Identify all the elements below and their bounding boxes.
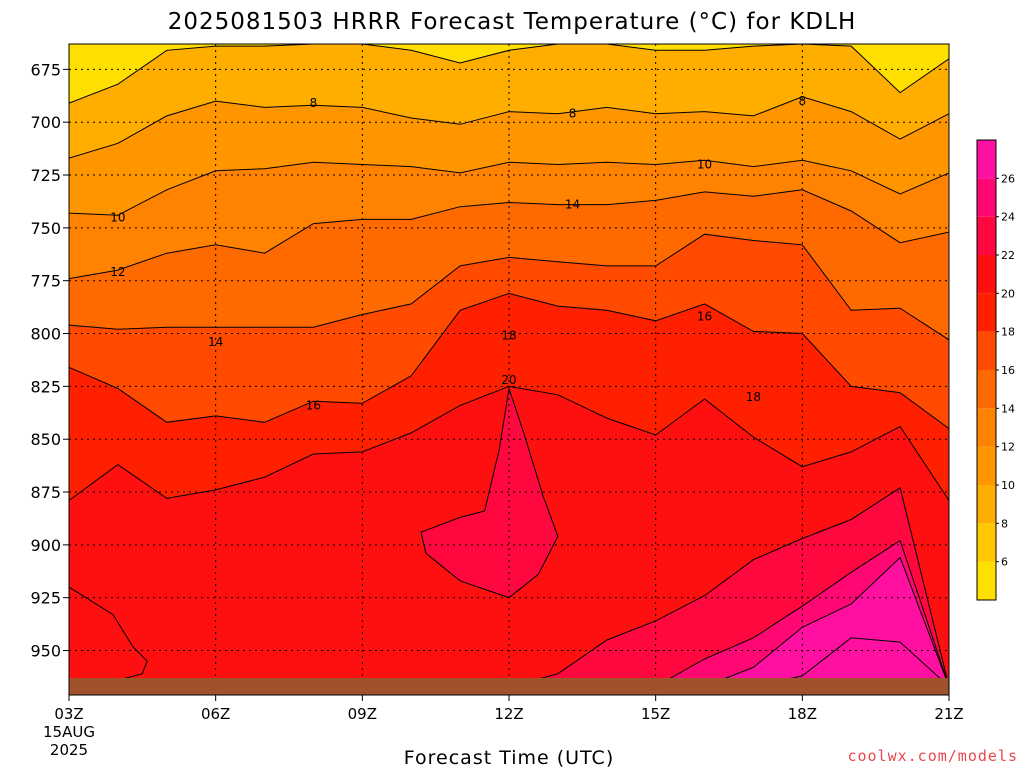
colorbar-swatch bbox=[977, 178, 996, 217]
colorbar-label: 12 bbox=[1001, 441, 1015, 454]
colorbar-label: 10 bbox=[1001, 479, 1015, 492]
contour-label: 12 bbox=[110, 265, 125, 279]
x-tick-label: 03Z bbox=[54, 705, 83, 723]
contour-label: 8 bbox=[310, 96, 318, 110]
colorbar-swatch bbox=[977, 561, 996, 600]
plot-area bbox=[69, 44, 949, 695]
colorbar-swatch bbox=[977, 140, 996, 179]
x-tick-label: 21Z bbox=[934, 705, 963, 723]
fill-region-20 bbox=[69, 587, 148, 687]
contour-label: 14 bbox=[565, 198, 580, 212]
y-tick-label: 700 bbox=[30, 113, 61, 132]
contour-label: 14 bbox=[208, 335, 223, 349]
colorbar-swatch bbox=[977, 331, 996, 370]
contour-label: 18 bbox=[501, 329, 516, 343]
colorbar-label: 20 bbox=[1001, 287, 1015, 300]
contour-labels: 8 8 8 10 10 12 14 14 16 16 18 18 20 bbox=[110, 94, 806, 412]
colorbar-label: 14 bbox=[1001, 402, 1015, 415]
contour-18 bbox=[69, 292, 949, 430]
contour-closed-22 bbox=[420, 388, 559, 599]
x-tick-label: 06Z bbox=[201, 705, 230, 723]
contour-8 bbox=[69, 44, 949, 104]
y-tick-label: 750 bbox=[30, 219, 61, 238]
x-tick-label: 09Z bbox=[348, 705, 377, 723]
colorbar-swatch bbox=[977, 370, 996, 409]
colorbar-label: 18 bbox=[1001, 326, 1015, 339]
colorbar-label: 22 bbox=[1001, 249, 1015, 262]
contour-26 bbox=[704, 556, 949, 687]
y-tick-label: 725 bbox=[30, 166, 61, 185]
y-tick-label: 800 bbox=[30, 325, 61, 344]
colorbar-label: 26 bbox=[1001, 172, 1015, 185]
contour-14 bbox=[69, 189, 949, 280]
contour-12 bbox=[69, 159, 949, 216]
colorbar-label: 6 bbox=[1001, 556, 1008, 569]
contour-20 bbox=[69, 385, 949, 501]
y-tick-label: 875 bbox=[30, 483, 61, 502]
contour-label: 10 bbox=[110, 210, 125, 224]
x-tick-label: 12Z bbox=[494, 705, 523, 723]
colorbar-swatch bbox=[977, 485, 996, 524]
colorbar-swatch bbox=[977, 408, 996, 447]
y-tick-label: 900 bbox=[30, 536, 61, 555]
terrain-band bbox=[69, 678, 949, 695]
y-tick-label: 950 bbox=[30, 642, 61, 661]
x-date-label: 2025 bbox=[50, 741, 88, 759]
contour-10 bbox=[69, 96, 949, 159]
colorbar-swatch bbox=[977, 216, 996, 255]
credit-text: coolwx.com/models bbox=[847, 747, 1018, 765]
contour-label: 10 bbox=[697, 157, 712, 171]
y-tick-label: 850 bbox=[30, 430, 61, 449]
colorbar-swatch bbox=[977, 523, 996, 562]
colorbar-swatch bbox=[977, 293, 996, 332]
contour-fills bbox=[69, 44, 949, 695]
colorbar-label: 16 bbox=[1001, 364, 1015, 377]
contour-24 bbox=[655, 539, 949, 687]
fill-band-22 bbox=[69, 487, 949, 695]
contour-label: 16 bbox=[697, 310, 712, 324]
x-axis-title: Forecast Time (UTC) bbox=[404, 747, 614, 768]
x-tick-label: 15Z bbox=[641, 705, 670, 723]
fill-region-22 bbox=[421, 388, 558, 598]
colorbar-label: 8 bbox=[1001, 517, 1008, 530]
x-tick-label: 18Z bbox=[788, 705, 817, 723]
colorbar-swatch bbox=[977, 446, 996, 485]
x-date-label: 15AUG bbox=[43, 723, 95, 741]
colorbar-swatch bbox=[977, 255, 996, 294]
y-axis: 675 700 725 750 775 800 825 850 875 900 925 950 bbox=[30, 60, 69, 661]
y-tick-label: 925 bbox=[30, 589, 61, 608]
y-tick-label: 775 bbox=[30, 272, 61, 291]
contour-16 bbox=[69, 233, 949, 341]
contour-label: 8 bbox=[799, 94, 807, 108]
y-tick-label: 675 bbox=[30, 60, 61, 79]
contour-label: 20 bbox=[501, 373, 516, 387]
contour-label: 18 bbox=[746, 390, 761, 404]
contour-label: 8 bbox=[569, 107, 577, 121]
colorbar-label: 24 bbox=[1001, 211, 1015, 224]
contour-lines bbox=[69, 44, 949, 687]
colorbar: 6 8 10 12 14 16 18 20 22 24 26 bbox=[976, 139, 1015, 601]
chart-title: 2025081503 HRRR Forecast Temperature (°C… bbox=[168, 9, 857, 35]
contour-label: 16 bbox=[306, 398, 321, 412]
y-tick-label: 825 bbox=[30, 377, 61, 396]
